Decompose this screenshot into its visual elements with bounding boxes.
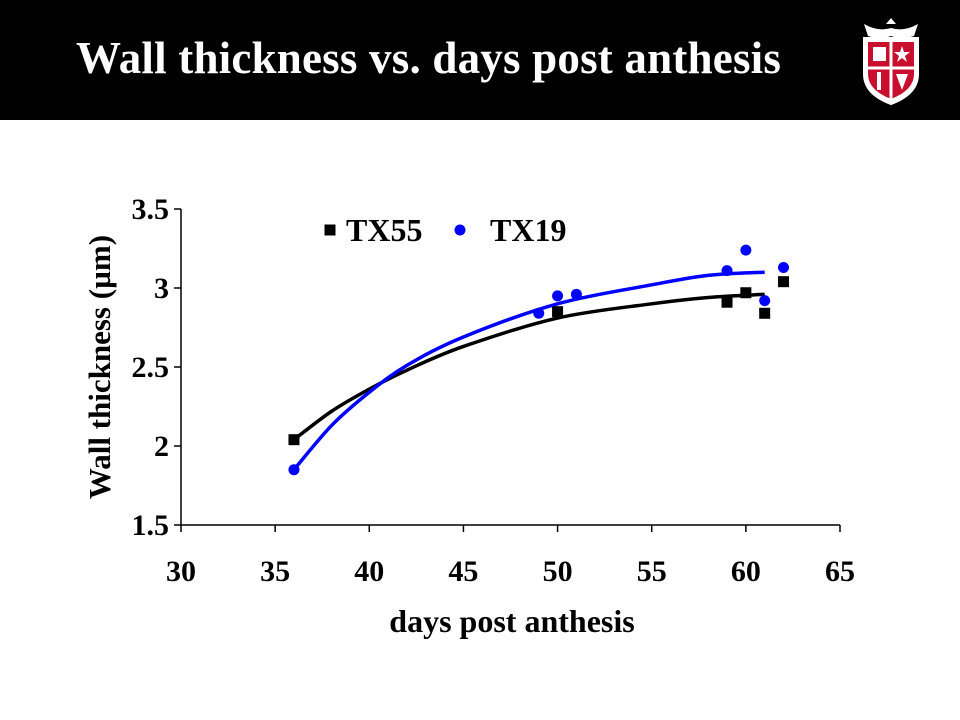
point-tx55 xyxy=(288,434,300,446)
university-shield-icon xyxy=(863,18,919,106)
point-tx19 xyxy=(778,261,790,273)
point-tx19 xyxy=(552,290,564,302)
slide-title: Wall thickness vs. days post anthesis xyxy=(76,33,782,83)
y-tick-label: 2 xyxy=(154,430,169,463)
x-tick-label: 60 xyxy=(731,555,761,588)
y-tick-label: 3 xyxy=(154,272,169,305)
point-tx55 xyxy=(740,287,752,299)
x-tick-label: 40 xyxy=(354,555,384,588)
trendline-tx55 xyxy=(292,292,765,442)
x-tick-label: 65 xyxy=(825,555,855,588)
y-axis-label: Wall thickness (µm) xyxy=(82,235,117,499)
x-tick-label: 50 xyxy=(543,555,573,588)
trendlines xyxy=(292,270,765,471)
legend-label-tx55: TX55 xyxy=(346,212,422,248)
point-tx19 xyxy=(759,295,771,307)
y-tick-label: 2.5 xyxy=(132,351,170,384)
y-tick-label: 1.5 xyxy=(132,509,170,542)
x-axis-label: days post anthesis xyxy=(389,603,634,639)
x-tick-label: 55 xyxy=(637,555,667,588)
legend: TX55 TX19 xyxy=(324,212,566,248)
point-tx19 xyxy=(740,244,752,256)
legend-marker-tx55 xyxy=(324,224,336,236)
x-tick-label: 35 xyxy=(260,555,290,588)
data-points xyxy=(288,244,790,476)
chart-axes xyxy=(180,209,840,526)
point-tx19 xyxy=(288,464,300,476)
point-tx19 xyxy=(533,307,545,319)
trendline-tx19 xyxy=(292,270,765,471)
point-tx19 xyxy=(721,265,733,277)
point-tx19 xyxy=(570,288,582,300)
x-tick-label: 30 xyxy=(166,555,196,588)
legend-label-tx19: TX19 xyxy=(490,212,566,248)
point-tx55 xyxy=(721,296,733,308)
point-tx55 xyxy=(552,306,564,318)
point-tx55 xyxy=(778,276,790,288)
legend-marker-tx19 xyxy=(454,224,466,236)
point-tx55 xyxy=(759,307,771,319)
title-bar: Wall thickness vs. days post anthesis xyxy=(0,0,960,120)
chart-ticks: 30 35 40 45 50 55 60 65 1.5 2 2.5 3 3.5 xyxy=(132,193,856,588)
y-tick-label: 3.5 xyxy=(132,193,170,226)
x-tick-label: 45 xyxy=(448,555,478,588)
